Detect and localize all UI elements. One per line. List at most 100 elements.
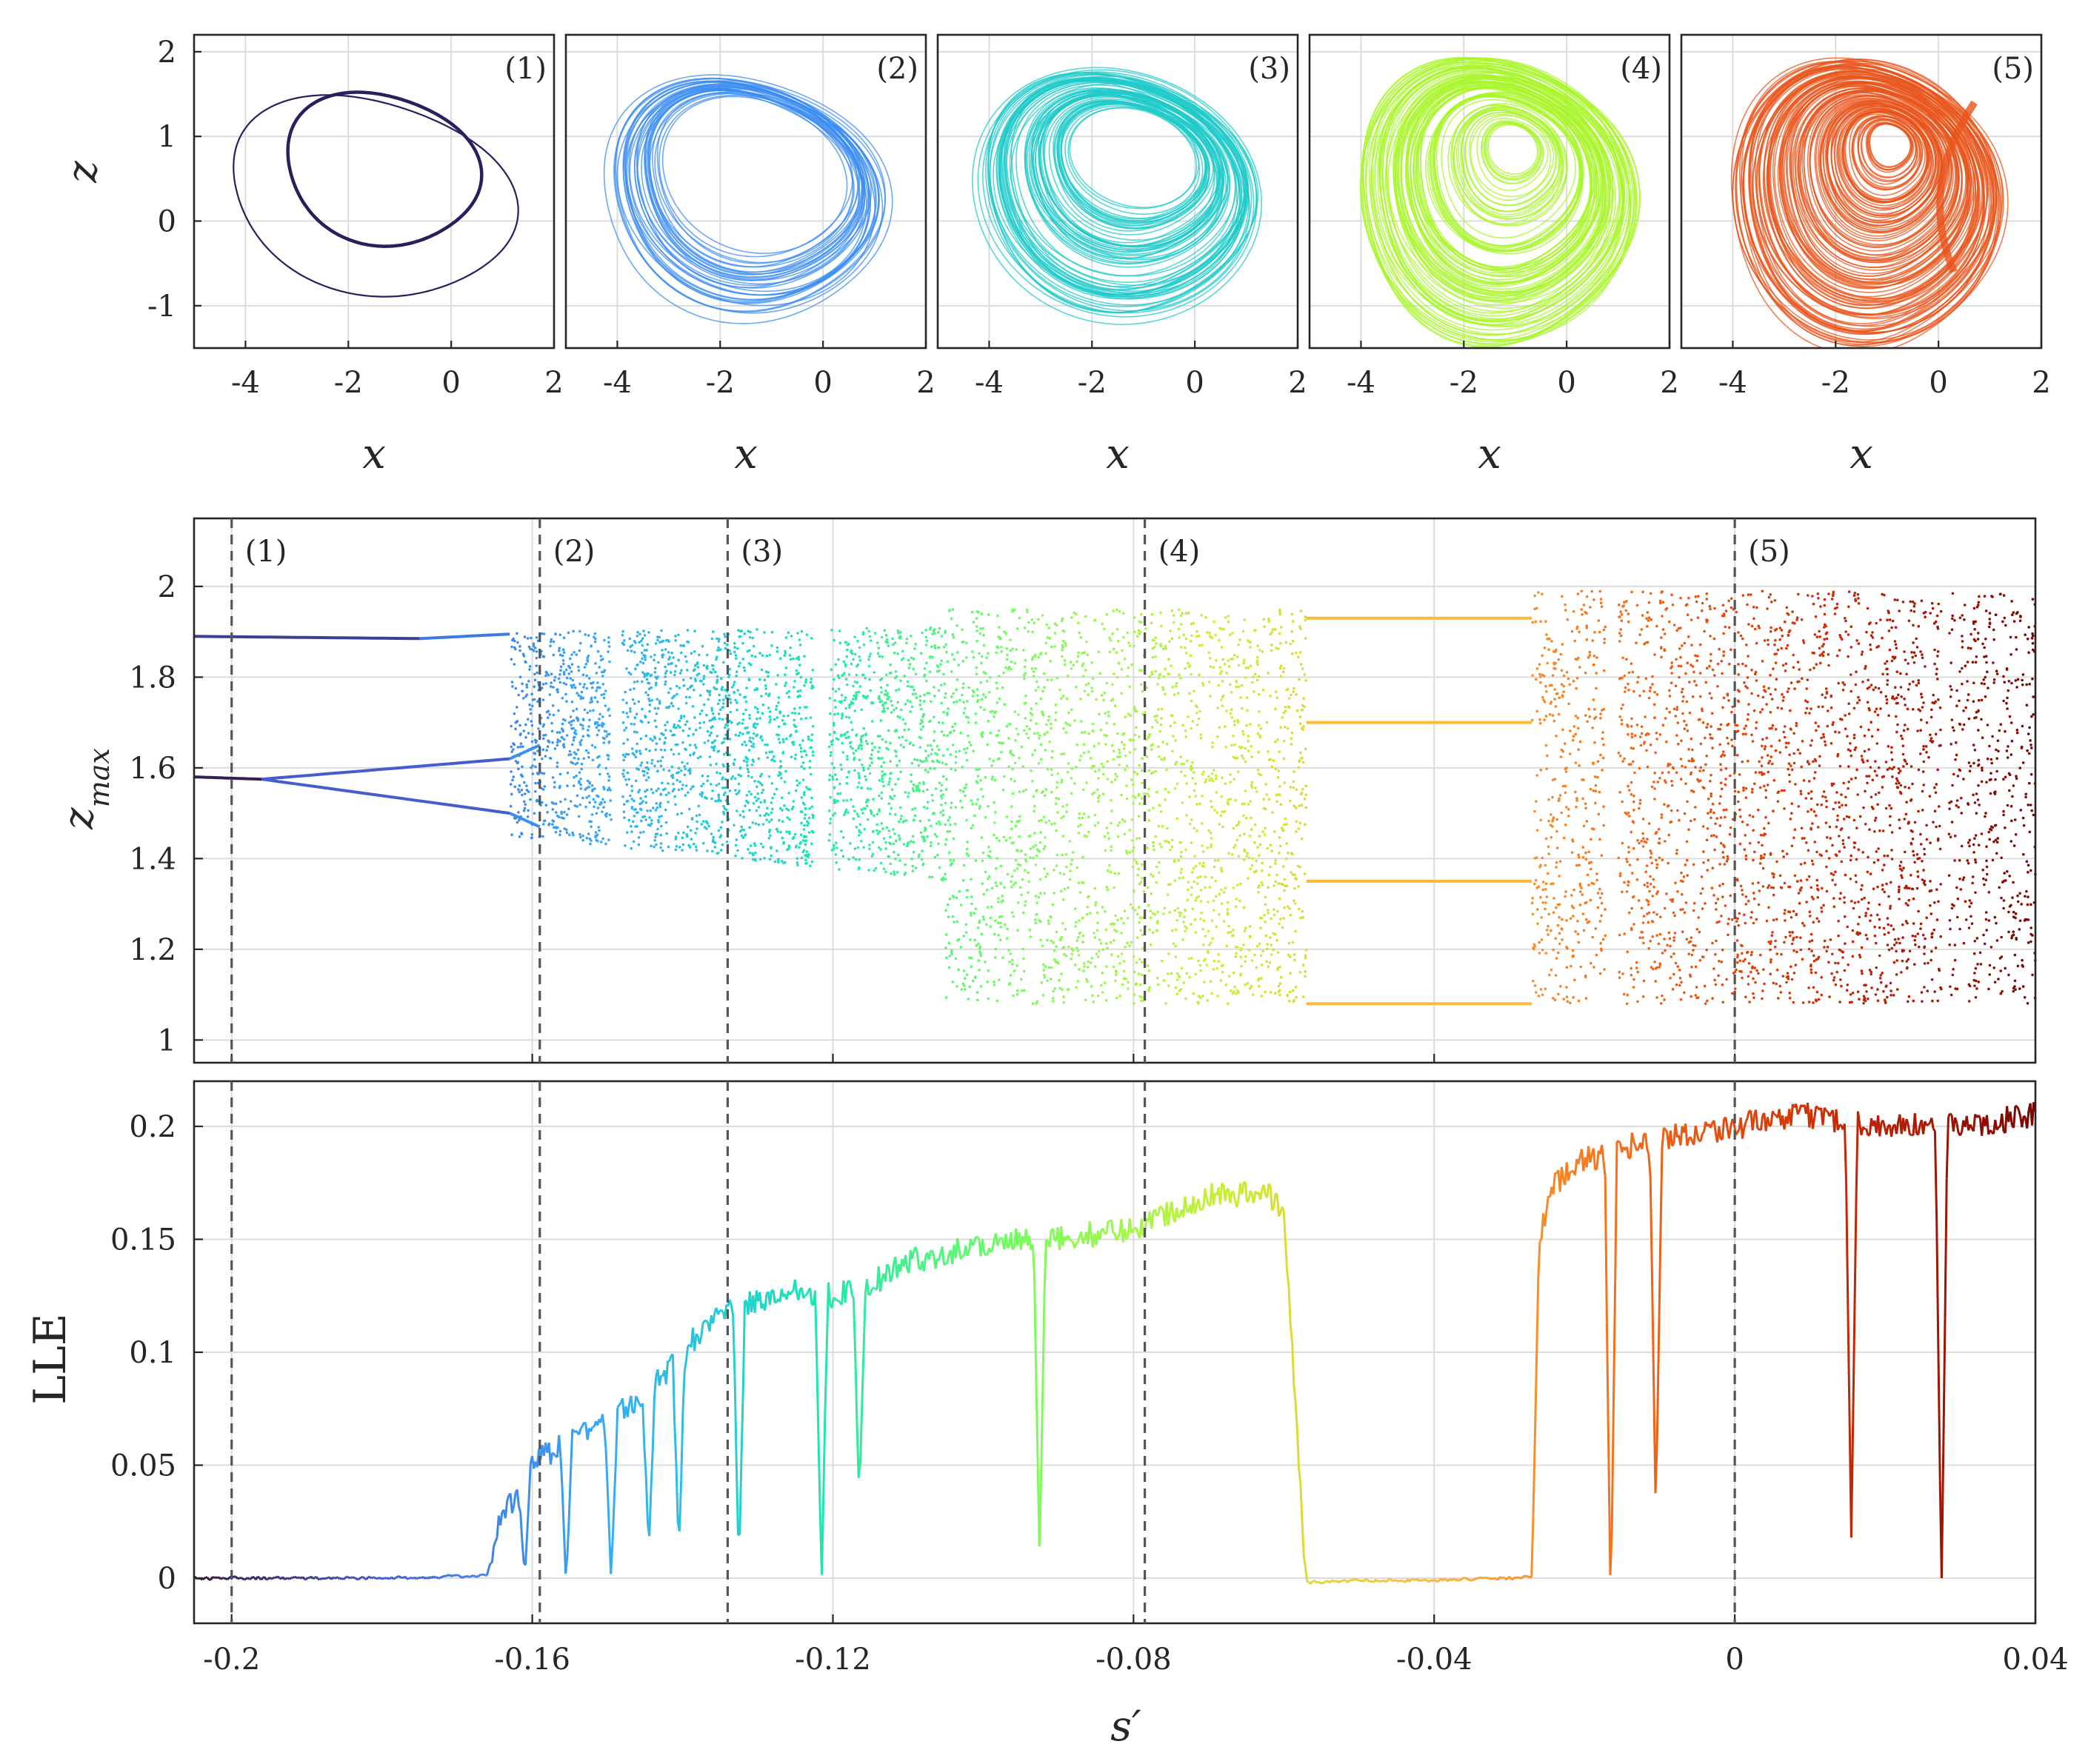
bif-point [1647, 911, 1651, 915]
bif-point [1981, 766, 1984, 769]
bif-point [523, 781, 526, 784]
bif-point [987, 969, 990, 972]
bif-point [1043, 975, 1047, 979]
bif-point [776, 650, 779, 653]
bif-point [967, 854, 970, 858]
bif-point [1081, 662, 1085, 665]
bif-point [1024, 694, 1027, 698]
bif-point [1872, 887, 1875, 890]
bif-point [1576, 592, 1580, 595]
bif-point [1116, 823, 1120, 827]
bif-point [1011, 963, 1014, 966]
bif-point [635, 750, 638, 753]
bif-point [581, 696, 585, 700]
bif-point [946, 747, 949, 751]
bif-point [1085, 978, 1088, 981]
chaotic-orbit [603, 74, 893, 324]
bif-point [1933, 809, 1937, 813]
bif-point [1844, 795, 1847, 799]
bif-point [586, 779, 590, 783]
bif-point [1951, 903, 1954, 906]
bif-point [959, 800, 962, 803]
bif-point [1671, 988, 1675, 991]
bif-point [702, 782, 705, 786]
bif-point [860, 741, 863, 744]
bif-point [1243, 802, 1246, 806]
bif-point [1802, 779, 1806, 782]
bif-point [756, 628, 758, 631]
bif-point [1153, 646, 1156, 649]
bif-point [1658, 837, 1661, 841]
bif-point [1264, 783, 1267, 786]
bif-point [1772, 667, 1775, 670]
bif-point [1769, 852, 1772, 855]
bif-point [684, 655, 687, 658]
bif-point [1835, 791, 1838, 794]
bif-point [1985, 929, 1988, 932]
bif-point [1075, 660, 1078, 664]
bif-point [552, 713, 556, 717]
bif-point [1058, 978, 1061, 982]
bif-point [870, 639, 873, 642]
bif-point [1735, 939, 1739, 942]
bif-point [610, 818, 613, 821]
bif-point [805, 850, 809, 853]
bif-point [1855, 639, 1858, 642]
bif-point [1070, 952, 1073, 956]
bif-point [1594, 927, 1598, 930]
bif-point [898, 859, 901, 862]
bif-point [764, 684, 767, 687]
bif-point [1678, 675, 1681, 679]
bif-point [1576, 920, 1579, 923]
bif-point [1714, 901, 1718, 905]
bif-point [1210, 800, 1213, 803]
bif-point [2002, 675, 2005, 678]
bif-point [547, 673, 550, 677]
bif-point [701, 644, 704, 648]
bif-point [621, 753, 625, 757]
bif-point [1901, 737, 1904, 741]
bif-point [1793, 687, 1796, 690]
bif-point [1575, 797, 1578, 800]
bif-point [1157, 708, 1160, 711]
bif-point [561, 648, 565, 651]
bif-point [747, 775, 750, 778]
bif-point [1949, 685, 1952, 688]
bif-point [781, 820, 784, 823]
bif-point [2020, 903, 2023, 906]
bif-point [1996, 739, 2000, 742]
bif-point [650, 822, 653, 826]
bif-point [1676, 965, 1680, 968]
bif-point [1184, 908, 1187, 912]
bif-point [845, 683, 849, 686]
bif-point [674, 835, 678, 838]
bif-point [564, 668, 568, 672]
bif-point [1669, 977, 1672, 980]
chaotic-orbit [989, 73, 1253, 307]
bif-point [995, 999, 999, 1003]
chaotic-orbit [1382, 67, 1623, 321]
bif-point [1155, 929, 1158, 932]
bif-point [857, 772, 860, 775]
bif-point [898, 759, 901, 763]
bif-point [1574, 732, 1578, 736]
bif-point [1058, 872, 1061, 875]
bif-point [1035, 702, 1038, 705]
bif-point [1151, 743, 1154, 746]
bif-point [1304, 615, 1307, 618]
bif-point [1809, 668, 1812, 672]
bif-point [1252, 675, 1255, 678]
bif-point [1912, 641, 1915, 644]
bif-point [800, 629, 804, 633]
bif-point [1112, 965, 1115, 969]
bif-point [1676, 809, 1679, 812]
bif-point [1690, 737, 1693, 741]
bif-point [1534, 678, 1538, 681]
bif-point [1812, 960, 1816, 963]
bif-point [1208, 657, 1212, 660]
chaotic-orbit [656, 93, 855, 264]
bif-point [1716, 662, 1720, 666]
bif-point [1107, 714, 1110, 718]
bif-point [1035, 901, 1039, 905]
bif-point [1767, 770, 1770, 774]
